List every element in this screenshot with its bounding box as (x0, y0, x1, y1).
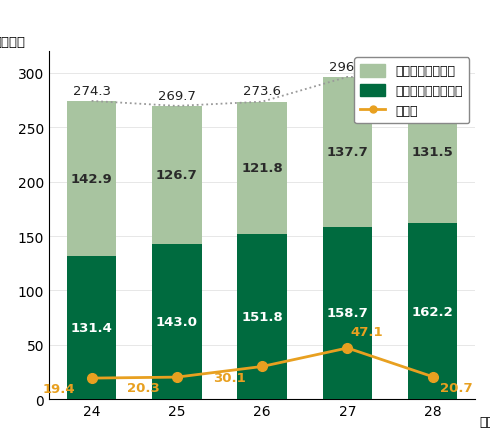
Text: 273.6: 273.6 (243, 85, 281, 98)
Text: 162.2: 162.2 (412, 305, 454, 318)
Text: 126.7: 126.7 (156, 169, 198, 182)
Bar (67, 102, 116, 256)
Text: 20.7: 20.7 (440, 381, 472, 394)
Text: 30.1: 30.1 (213, 371, 245, 384)
Bar (152, 107, 201, 244)
Text: 293.7: 293.7 (414, 63, 452, 76)
Text: 269.7: 269.7 (158, 89, 196, 102)
Text: 121.8: 121.8 (241, 162, 283, 175)
Bar (323, 227, 372, 399)
Text: 274.3: 274.3 (73, 84, 111, 97)
Bar (408, 223, 457, 399)
Text: 131.5: 131.5 (412, 145, 454, 158)
Legend: その他の市債残高, 臨時財政対策債残高, 発行額: その他の市債残高, 臨時財政対策債残高, 発行額 (354, 58, 469, 124)
Text: 143.0: 143.0 (156, 315, 198, 328)
Bar (238, 102, 287, 234)
Text: 137.7: 137.7 (326, 146, 368, 159)
Text: 296.4: 296.4 (328, 60, 367, 73)
Bar (152, 244, 201, 399)
Text: 131.4: 131.4 (71, 322, 113, 335)
Text: 151.8: 151.8 (241, 310, 283, 323)
Text: 47.1: 47.1 (350, 326, 383, 339)
Bar (238, 234, 287, 399)
Text: 20.3: 20.3 (127, 381, 160, 395)
Text: （年度）: （年度） (480, 415, 490, 428)
Text: （億円）: （億円） (0, 36, 25, 49)
Text: 19.4: 19.4 (42, 382, 75, 395)
Bar (67, 256, 116, 399)
Bar (323, 78, 372, 227)
Text: 142.9: 142.9 (71, 173, 113, 186)
Text: 158.7: 158.7 (326, 307, 368, 320)
Bar (408, 81, 457, 223)
